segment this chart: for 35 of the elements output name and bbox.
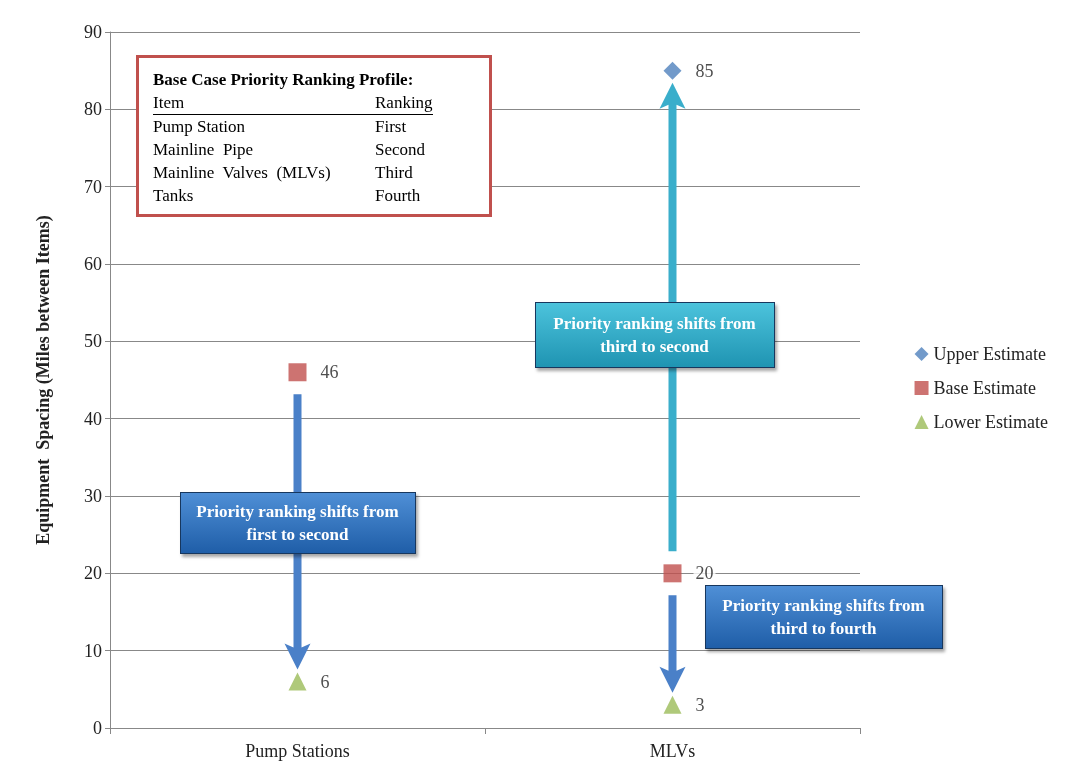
- annotation: Mainline Pipe: [153, 139, 255, 161]
- callout-box: Priority ranking shifts from third to second: [534, 302, 775, 368]
- y-tick-label: 20: [84, 563, 102, 584]
- y-tick-label: 90: [84, 22, 102, 42]
- y-tick-label: 30: [84, 486, 102, 506]
- annotation: Tanks: [153, 185, 195, 207]
- y-tick-label: 50: [84, 331, 102, 352]
- annotation: Ranking: [375, 91, 433, 115]
- data-label: 20: [695, 563, 714, 584]
- data-label: 6: [320, 671, 330, 692]
- annotation: Second: [375, 139, 427, 161]
- data-label: 85: [695, 60, 714, 81]
- callout-box: Priority ranking shifts from first to second: [179, 491, 416, 554]
- annotation: Pump Station: [153, 116, 247, 138]
- annotation: Base Case Priority Ranking Profile:: [153, 69, 415, 91]
- legend-label: Upper Estimate: [933, 344, 1047, 364]
- data-label: 3: [695, 694, 705, 715]
- data-label: 46: [320, 362, 339, 383]
- callout-box: Priority ranking shifts from third to fourth: [704, 585, 943, 650]
- y-tick-label: 0: [93, 718, 102, 738]
- legend-label: Base Estimate: [933, 378, 1037, 398]
- annotation: Item: [153, 91, 375, 115]
- y-tick-label: 40: [84, 408, 102, 429]
- annotation: First: [375, 116, 408, 138]
- y-tick-label: 80: [84, 99, 102, 120]
- y-tick-label: 60: [84, 254, 102, 274]
- y-axis-title: Equipment Spacing (Miles between Items): [33, 215, 54, 545]
- x-tick-label: Pump Stations: [245, 741, 350, 761]
- y-tick-label: 10: [84, 640, 102, 661]
- annotation: Third: [375, 162, 414, 184]
- legend-label: Lower Estimate: [933, 412, 1049, 432]
- annotation: Mainline Valves (MLVs): [153, 162, 332, 184]
- x-tick-label: MLVs: [649, 741, 696, 761]
- annotation: Fourth: [375, 185, 422, 207]
- y-tick-label: 70: [84, 176, 102, 197]
